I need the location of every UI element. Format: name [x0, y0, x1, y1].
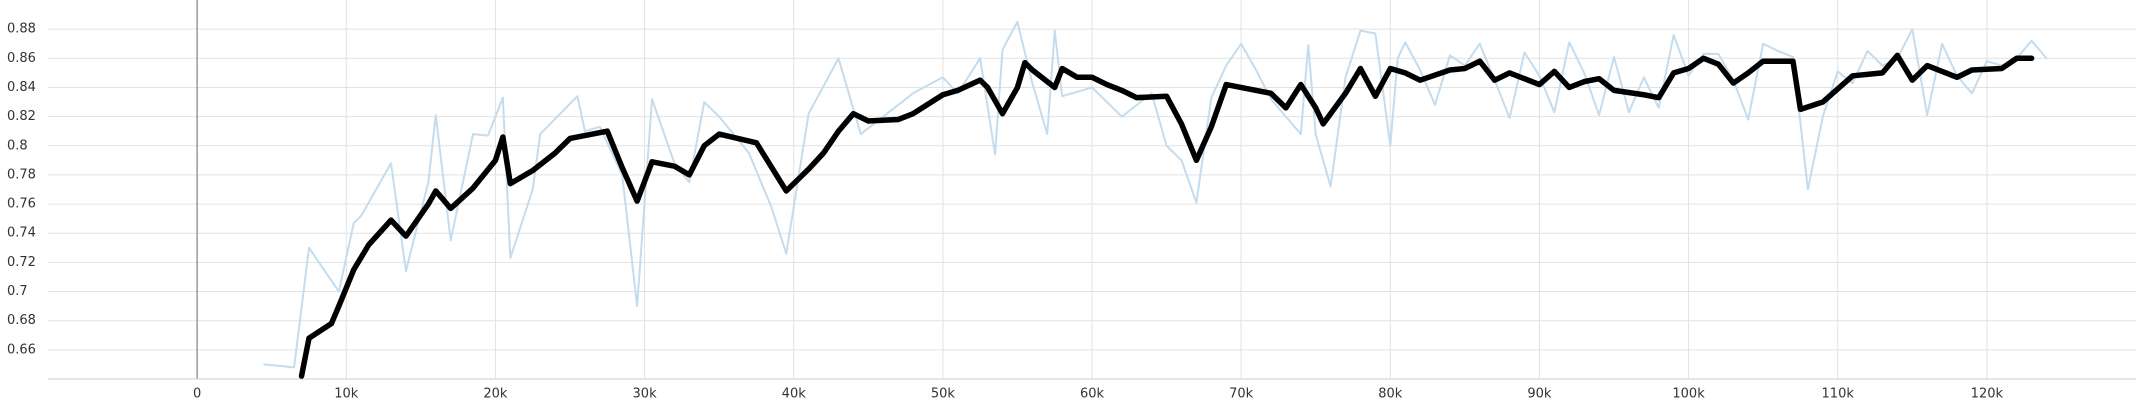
x-tick-label: 110k	[1822, 387, 1855, 400]
y-tick-label: 0.88	[7, 22, 36, 37]
y-tick-label: 0.74	[7, 226, 36, 241]
y-tick-label: 0.7	[7, 284, 28, 299]
x-tick-label: 20k	[483, 387, 508, 400]
y-tick-label: 0.78	[7, 167, 36, 182]
x-tick-label: 30k	[633, 387, 658, 400]
x-tick-label: 100k	[1672, 387, 1705, 400]
line-series	[263, 20, 2048, 369]
line-series	[298, 52, 2035, 379]
y-tick-label: 0.8	[7, 138, 28, 153]
y-tick-label: 0.76	[7, 197, 36, 212]
x-tick-label: 10k	[334, 387, 359, 400]
y-tick-label: 0.84	[7, 80, 36, 95]
y-tick-label: 0.68	[7, 313, 36, 328]
y-tick-label: 0.66	[7, 342, 36, 357]
x-tick-label: 0	[193, 387, 201, 400]
y-tick-label: 0.86	[7, 51, 36, 66]
x-tick-label: 60k	[1080, 387, 1105, 400]
y-tick-label: 0.82	[7, 109, 36, 124]
x-tick-label: 120k	[1971, 387, 2004, 400]
x-tick-label: 70k	[1229, 387, 1254, 400]
x-tick-label: 80k	[1378, 387, 1403, 400]
x-tick-label: 50k	[931, 387, 956, 400]
x-tick-label: 40k	[782, 387, 807, 400]
y-tick-label: 0.72	[7, 255, 36, 270]
x-tick-label: 90k	[1527, 387, 1552, 400]
